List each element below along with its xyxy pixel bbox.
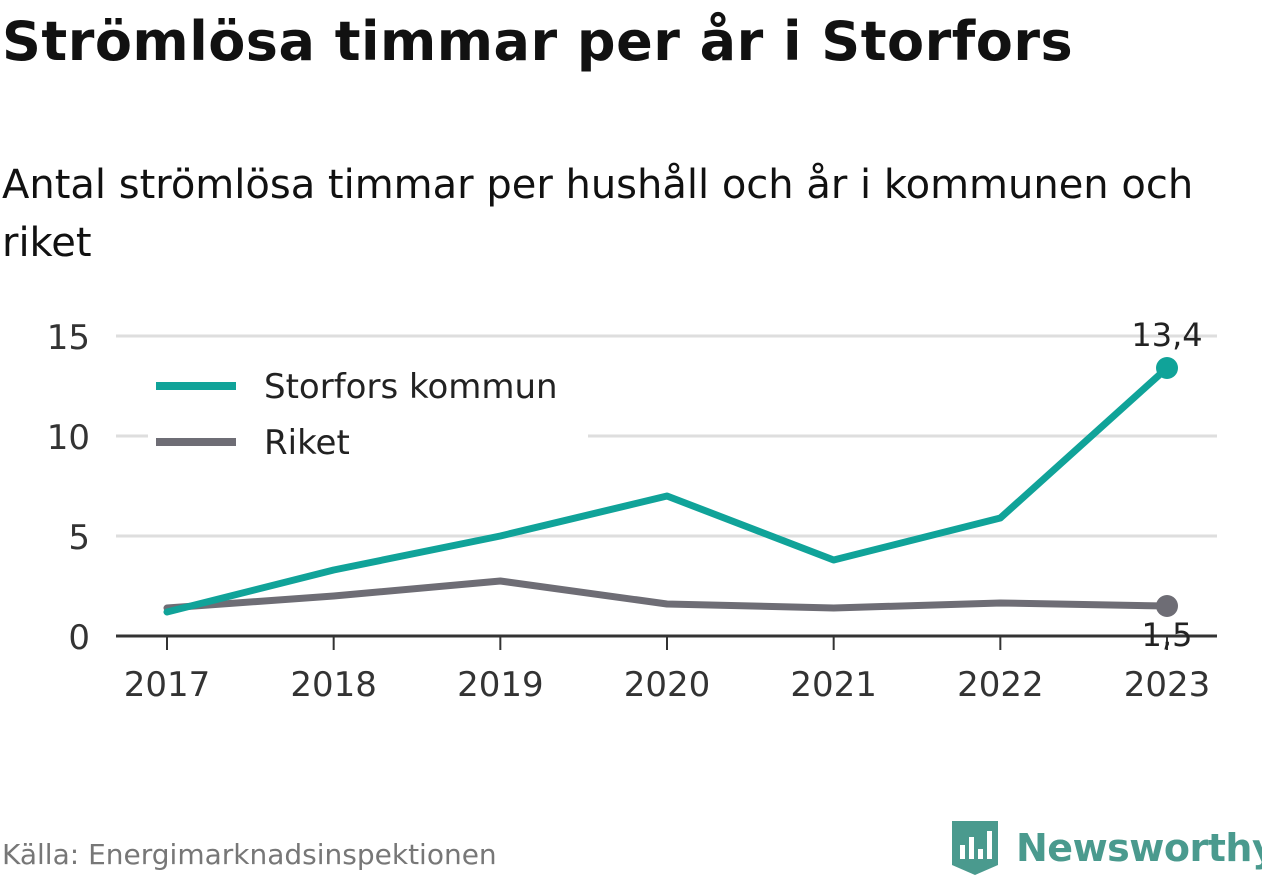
y-tick-label: 15 <box>47 318 90 358</box>
newsworthy-logo: Newsworthy <box>950 818 1262 878</box>
end-value-label: 13,4 <box>1131 316 1202 354</box>
legend-background <box>148 356 588 476</box>
x-tick-label: 2021 <box>790 665 877 705</box>
end-point-storfors <box>1156 357 1178 379</box>
y-tick-label: 10 <box>47 418 90 458</box>
x-axis: 2017 2018 2019 2020 2021 2022 2023 <box>116 634 1217 705</box>
legend: Storfors kommun Riket <box>148 356 588 476</box>
series-line-storfors <box>163 364 1171 616</box>
x-tick-label: 2020 <box>624 665 711 705</box>
end-point-riket <box>1156 595 1178 617</box>
end-value-label: 1,5 <box>1142 616 1193 654</box>
legend-label: Riket <box>264 423 350 463</box>
x-tick-label: 2022 <box>957 665 1044 705</box>
logo-text: Newsworthy <box>1016 826 1262 870</box>
source-note: Källa: Energimarknadsinspektionen <box>2 838 497 871</box>
x-tick-label: 2019 <box>457 665 544 705</box>
x-tick-label: 2017 <box>124 665 211 705</box>
x-tick-label: 2018 <box>290 665 377 705</box>
newsworthy-logo-icon <box>952 821 998 875</box>
x-tick-label: 2023 <box>1124 665 1211 705</box>
y-tick-label: 0 <box>68 618 90 658</box>
series-line-riket <box>163 577 1171 612</box>
series-lines: 1,5 13,4 <box>163 316 1203 654</box>
legend-label: Storfors kommun <box>264 367 558 407</box>
chart-title: Strömlösa timmar per år i Storfors <box>2 10 1074 73</box>
y-tick-label: 5 <box>68 518 90 558</box>
chart-subtitle: Antal strömlösa timmar per hushåll och å… <box>2 162 1194 266</box>
y-axis-ticks: 0 5 10 15 <box>47 318 90 658</box>
